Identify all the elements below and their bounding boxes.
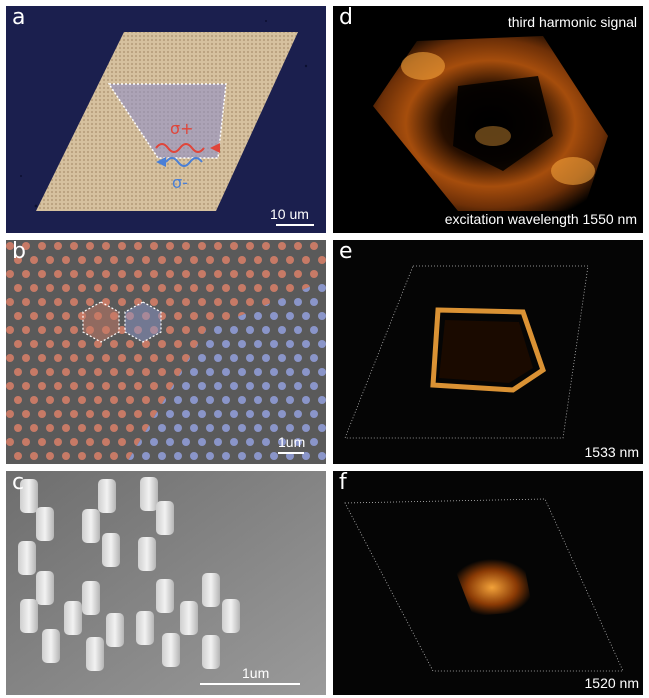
sigma-minus-label: σ- bbox=[172, 173, 188, 192]
panel-e-label: e bbox=[339, 240, 353, 264]
panel-a-optical-image: a σ+ σ- 10 um bbox=[6, 6, 326, 233]
panel-a-scalebar bbox=[276, 224, 314, 226]
panel-f-caption: 1520 nm bbox=[584, 675, 639, 691]
panel-b-graphic bbox=[6, 240, 326, 464]
panel-f-graphic bbox=[333, 471, 643, 695]
panel-c-scalebar-text: 1um bbox=[242, 665, 270, 681]
panel-d-title: third harmonic signal bbox=[507, 14, 637, 30]
panel-e-graphic bbox=[333, 240, 643, 464]
panel-b-scalebar bbox=[278, 452, 304, 454]
panel-a-scalebar-text: 10 um bbox=[270, 206, 309, 222]
sigma-plus-wave bbox=[155, 143, 205, 153]
panel-a-graphic bbox=[6, 6, 326, 233]
panel-c-scalebar bbox=[200, 683, 300, 685]
panel-c-sem-tilted: c 1um bbox=[6, 471, 326, 695]
hexagon-blue bbox=[124, 301, 162, 343]
panel-d-third-harmonic: d third harmonic signal excitation wavel… bbox=[333, 6, 643, 233]
panel-d-caption: excitation wavelength 1550 nm bbox=[444, 211, 637, 227]
sigma-minus-wave bbox=[165, 157, 203, 167]
panel-f-label: f bbox=[339, 471, 347, 495]
selection-region bbox=[107, 83, 227, 159]
panel-f-1520nm: f 1520 nm bbox=[333, 471, 643, 695]
panel-e-caption: 1533 nm bbox=[584, 444, 639, 460]
panel-b-sem-pillars: b 1um bbox=[6, 240, 326, 464]
panel-c-graphic bbox=[6, 471, 326, 695]
panel-e-1533nm: e 1533 nm bbox=[333, 240, 643, 464]
panel-a-label: a bbox=[12, 6, 26, 30]
panel-c-label: c bbox=[12, 471, 25, 495]
sigma-plus-label: σ+ bbox=[170, 119, 194, 138]
panel-d-graphic bbox=[333, 6, 643, 233]
panel-b-label: b bbox=[12, 240, 26, 264]
panel-d-label: d bbox=[339, 6, 353, 30]
hexagon-red bbox=[82, 301, 120, 343]
panel-f-outline bbox=[344, 498, 624, 672]
panel-b-scalebar-text: 1um bbox=[278, 434, 306, 450]
panel-e-outline bbox=[344, 265, 589, 439]
